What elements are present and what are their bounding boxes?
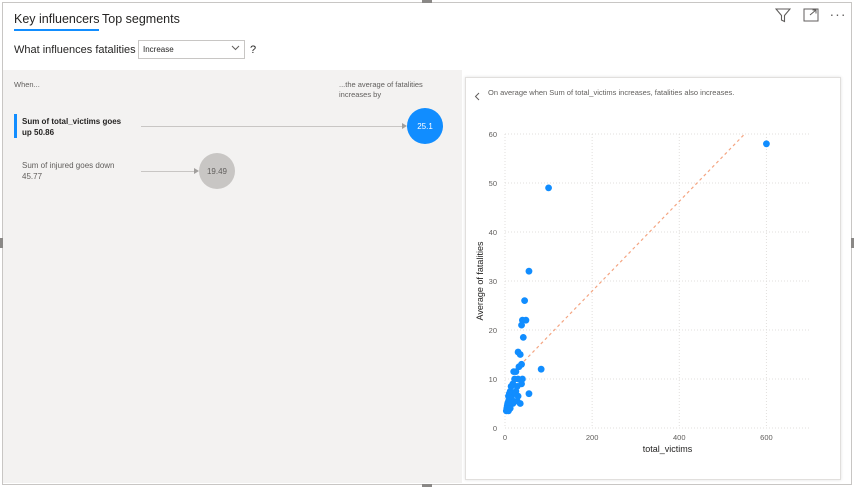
- scatter-point: [516, 351, 524, 358]
- y-tick-label: 20: [489, 326, 497, 335]
- y-axis-title: Average of fatalities: [475, 241, 485, 320]
- connector-arrow-icon: [402, 123, 407, 129]
- scatter-point: [519, 333, 527, 341]
- column-header-average: ...the average of fatalities increases b…: [339, 80, 423, 99]
- scatter-point: [522, 316, 530, 324]
- x-tick-label: 200: [586, 433, 599, 442]
- scatter-point: [537, 365, 545, 373]
- question-label: What influences fatalities to: [14, 44, 148, 56]
- influence-bubble[interactable]: 19.49: [199, 153, 235, 189]
- x-axis-title: total_victims: [643, 444, 693, 454]
- influencer-row-injured[interactable]: Sum of injured goes down 45.77 19.49: [3, 152, 462, 192]
- scatter-point: [545, 184, 552, 192]
- scatter-point: [525, 390, 533, 398]
- influencer-row-total-victims[interactable]: Sum of total_victims goes up 50.86 25.1: [3, 106, 462, 146]
- scatter-point: [521, 297, 529, 304]
- dropdown-selected-value: Increase: [143, 45, 174, 54]
- resize-handle-bottom[interactable]: [422, 484, 432, 487]
- influence-bubble[interactable]: 25.1: [407, 108, 443, 144]
- y-tick-label: 10: [489, 375, 497, 384]
- x-tick-label: 0: [503, 433, 507, 442]
- focus-mode-icon[interactable]: [803, 7, 819, 23]
- tab-key-influencers[interactable]: Key influencers: [14, 12, 100, 31]
- resize-handle-right[interactable]: [851, 238, 854, 248]
- more-options-icon[interactable]: ···: [829, 6, 847, 22]
- connector-arrow-icon: [194, 168, 199, 174]
- trend-line: [511, 133, 746, 375]
- y-tick-label: 0: [493, 424, 497, 433]
- y-tick-label: 40: [489, 228, 497, 237]
- connector-line: [141, 171, 195, 172]
- x-tick-label: 600: [760, 433, 773, 442]
- scatter-point: [515, 363, 523, 371]
- insight-text: On average when Sum of total_victims inc…: [488, 88, 735, 97]
- tab-key-influencers-label: Key influencers: [14, 12, 100, 26]
- increase-decrease-dropdown[interactable]: Increase: [138, 40, 245, 59]
- scatter-point: [510, 368, 518, 376]
- scatter-point: [505, 407, 512, 415]
- y-tick-label: 30: [489, 277, 497, 286]
- influencer-label: Sum of total_victims goes up 50.86: [22, 117, 122, 137]
- influencer-label: Sum of injured goes down 45.77: [22, 161, 115, 181]
- y-tick-label: 60: [489, 130, 497, 139]
- resize-handle-left[interactable]: [0, 238, 3, 248]
- influencers-panel: When... ...the average of fatalities inc…: [3, 70, 462, 483]
- detail-panel: On average when Sum of total_victims inc…: [465, 77, 841, 480]
- filter-icon[interactable]: [774, 7, 792, 23]
- x-tick-label: 400: [673, 433, 686, 442]
- chevron-down-icon: [231, 44, 240, 53]
- chevron-left-icon[interactable]: [474, 88, 481, 106]
- scatter-point: [516, 400, 524, 407]
- resize-handle-top[interactable]: [422, 0, 432, 3]
- help-question-mark[interactable]: ?: [250, 44, 257, 56]
- scatter-point: [525, 267, 533, 275]
- active-tab-underline: [14, 29, 100, 31]
- y-tick-label: 50: [489, 179, 497, 188]
- connector-line: [141, 126, 403, 127]
- scatter-point: [763, 140, 770, 148]
- selected-indicator-bar: [14, 114, 17, 138]
- tab-top-segments-label: Top segments: [102, 12, 180, 26]
- column-header-when: When...: [14, 80, 40, 89]
- tab-top-segments[interactable]: Top segments: [102, 12, 180, 26]
- scatter-point: [518, 321, 525, 329]
